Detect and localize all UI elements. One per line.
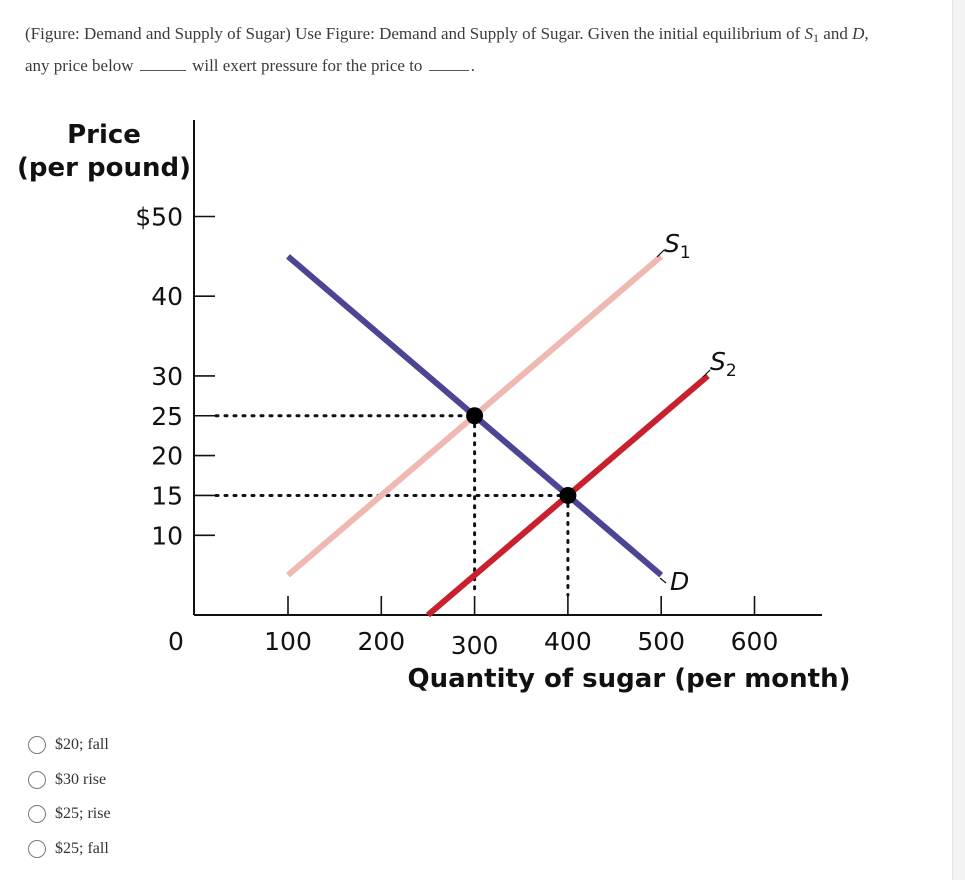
- option-2[interactable]: $30 rise: [28, 763, 328, 798]
- x-tick-label: 300: [451, 631, 499, 660]
- y-axis-label-line2: (per pound): [17, 153, 191, 183]
- option-label: $20; fall: [55, 736, 109, 754]
- option-label: $25; rise: [55, 805, 111, 823]
- supply-curve-label-s1: S1: [664, 229, 691, 263]
- x-tick-label: 600: [731, 627, 779, 656]
- radio-button[interactable]: [28, 805, 46, 824]
- question-part-3: ,: [864, 24, 869, 43]
- label-leader-line: [702, 369, 711, 378]
- label-leader-line: [659, 577, 667, 584]
- y-tick-label: 25: [151, 402, 183, 431]
- question-text: (Figure: Demand and Supply of Sugar) Use…: [25, 20, 935, 79]
- radio-button[interactable]: [28, 770, 46, 789]
- question-part-2: and: [819, 24, 853, 43]
- equilibrium-points: [466, 407, 577, 504]
- supply-demand-chart: Price (per pound) $50 40 30 25 20 15 10 100 200…: [17, 120, 850, 694]
- x-tick-label: 100: [264, 627, 312, 656]
- question-s-letter: S: [804, 24, 814, 43]
- equilibrium-point: [466, 407, 484, 425]
- demand-curve-label: D: [670, 567, 689, 596]
- option-label: $25; fall: [55, 839, 109, 857]
- question-part-4: any price below: [25, 56, 134, 75]
- option-1[interactable]: $20; fall: [28, 728, 328, 763]
- y-tick-label: 15: [151, 481, 183, 510]
- question-part-6: .: [470, 56, 475, 75]
- x-tick-label: 200: [357, 627, 405, 656]
- x-axis-label: Quantity of sugar (per month): [408, 664, 850, 694]
- y-tick-label: 10: [151, 521, 183, 550]
- option-label: $30 rise: [55, 770, 107, 788]
- scrollbar-track[interactable]: [952, 0, 965, 880]
- curve-labels: D S1 S2: [656, 229, 737, 596]
- radio-button[interactable]: [28, 839, 46, 858]
- blank-2: [428, 56, 469, 71]
- curves: [286, 254, 710, 618]
- y-tick-label: 30: [151, 362, 183, 391]
- question-d-letter: D: [852, 24, 865, 43]
- question-part-1: (Figure: Demand and Supply of Sugar) Use…: [25, 24, 805, 43]
- guide-lines: [214, 414, 570, 597]
- y-axis-label-line1: Price: [67, 120, 141, 150]
- answer-options: $20; fall $30 rise $25; rise $25; fall: [28, 728, 328, 866]
- x-axis: 100 200 300 400 500 600: [194, 596, 822, 660]
- label-leader-line: [656, 249, 665, 258]
- question-part-5: will exert pressure for the price to: [192, 56, 423, 75]
- y-tick-label: 40: [151, 282, 183, 311]
- option-3[interactable]: $25; rise: [28, 797, 328, 832]
- radio-button[interactable]: [28, 736, 46, 755]
- option-4[interactable]: $25; fall: [28, 832, 328, 867]
- origin-label: 0: [168, 627, 184, 656]
- equilibrium-point: [559, 486, 577, 504]
- y-axis: $50 40 30 25 20 15 10: [135, 120, 215, 615]
- y-tick-label: 20: [151, 442, 183, 471]
- y-tick-label: $50: [135, 203, 183, 232]
- blank-1: [139, 56, 186, 71]
- x-tick-label: 500: [637, 627, 685, 656]
- question-s-subscript: 1: [813, 31, 820, 45]
- supply-curve-label-s2: S2: [710, 347, 737, 381]
- x-tick-label: 400: [544, 627, 592, 656]
